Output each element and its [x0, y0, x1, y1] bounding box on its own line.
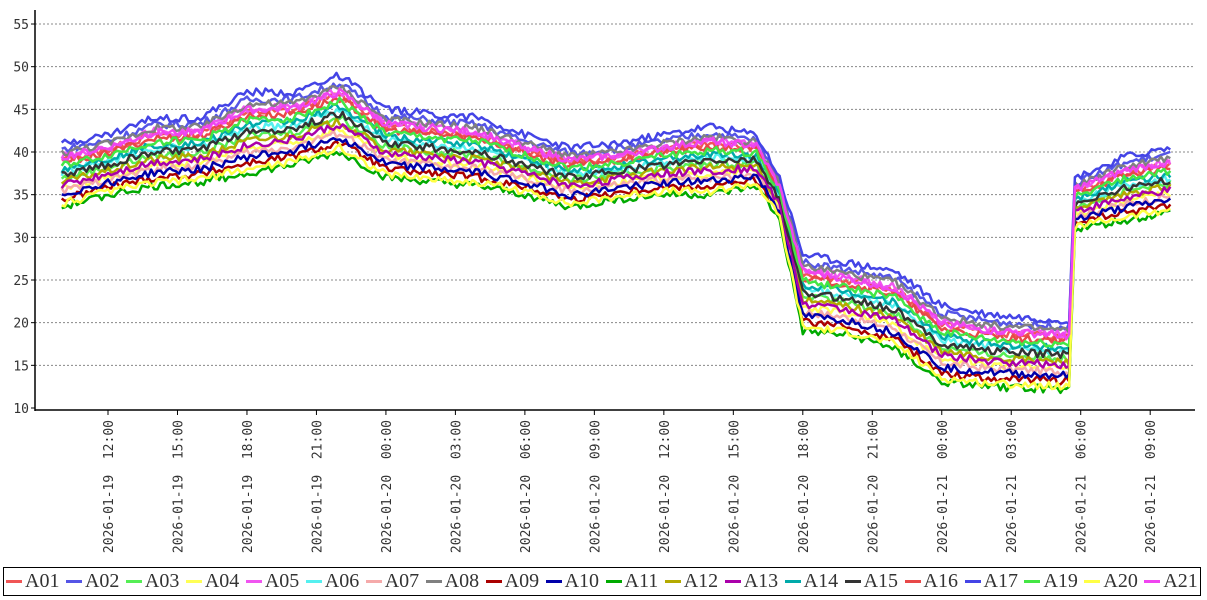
legend-label: A01 — [25, 570, 60, 592]
y-tick-label: 10 — [13, 402, 29, 417]
legend-swatch — [6, 580, 22, 583]
legend-swatch — [65, 580, 82, 583]
legend-label: A06 — [324, 570, 360, 592]
legend-swatch — [1084, 580, 1101, 583]
legend-item-a05: A05 — [245, 570, 300, 593]
series-line-a20 — [61, 142, 1172, 391]
legend-swatch — [485, 580, 502, 583]
x-tick-label: 2026-01-19 21:00 — [310, 420, 325, 553]
y-tick-label: 30 — [13, 231, 29, 246]
legend-item-a03: A03 — [125, 570, 180, 593]
legend-swatch — [365, 580, 382, 583]
y-tick-label: 35 — [13, 189, 29, 204]
series-line-a16 — [61, 97, 1171, 346]
legend-swatch — [545, 580, 562, 583]
legend-swatch — [605, 580, 622, 583]
series-line-a19 — [60, 96, 1172, 348]
legend-label: A02 — [84, 570, 120, 592]
legend-item-a19: A19 — [1024, 570, 1078, 593]
series-line-a05 — [60, 88, 1172, 339]
legend-item-a13: A13 — [724, 570, 779, 593]
x-tick-label: 2026-01-20 06:00 — [519, 420, 534, 553]
legend-swatch — [724, 580, 741, 583]
series-line-a15 — [61, 110, 1171, 360]
legend-label: A20 — [1103, 570, 1138, 592]
y-tick-label: 20 — [13, 317, 29, 332]
legend-label: A16 — [923, 570, 958, 592]
x-tick-label: 2026-01-20 12:00 — [658, 420, 673, 553]
y-tick-label: 55 — [13, 18, 29, 33]
legend-item-a11: A11 — [605, 570, 659, 593]
x-tick-label: 2026-01-20 15:00 — [727, 420, 742, 553]
y-tick-label: 25 — [13, 274, 29, 289]
legend-label: A17 — [983, 570, 1018, 592]
legend-label: A10 — [564, 570, 600, 592]
legend-label: A15 — [863, 570, 899, 592]
legend-item-a02: A02 — [65, 570, 120, 593]
legend-swatch — [1144, 580, 1161, 583]
legend-swatch — [784, 580, 801, 583]
legend-label: A04 — [204, 570, 240, 592]
legend-swatch — [964, 580, 981, 583]
x-tick-label: 2026-01-20 00:00 — [380, 420, 395, 553]
line-chart: 10 15 20 25 30 35 40 45 50 55 2026-01-19 12:00 2026… — [13, 10, 1195, 553]
legend-swatch — [904, 580, 921, 583]
legend-label: A05 — [264, 570, 300, 592]
legend-swatch — [664, 580, 681, 583]
legend: A01 A02 A03 A04 A05 A06 A07 A08 A09 A10 A11 A12 A13 A… — [3, 567, 1201, 596]
legend-swatch — [125, 580, 142, 583]
legend-label: A08 — [444, 570, 480, 592]
x-tick-label: 2026-01-20 18:00 — [797, 420, 812, 553]
series-line-a21 — [61, 87, 1171, 341]
legend-item-a20: A20 — [1084, 570, 1138, 593]
x-tick-label: 2026-01-21 00:00 — [936, 420, 951, 553]
x-tick-label: 2026-01-21 09:00 — [1144, 420, 1159, 553]
series-line-a17 — [60, 71, 1172, 325]
legend-item-a04: A04 — [185, 570, 240, 593]
legend-swatch — [1024, 580, 1041, 583]
legend-label: A11 — [624, 570, 659, 592]
legend-item-a06: A06 — [305, 570, 360, 593]
legend-label: A13 — [743, 570, 779, 592]
x-tick-label: 2026-01-19 12:00 — [102, 420, 117, 553]
series-line-a02 — [61, 82, 1171, 332]
y-tick-label: 15 — [13, 359, 29, 374]
legend-item-a16: A16 — [904, 570, 958, 593]
legend-item-a08: A08 — [425, 570, 480, 593]
legend-item-a10: A10 — [545, 570, 600, 593]
legend-item-a12: A12 — [664, 570, 719, 593]
series-line-a13 — [60, 123, 1172, 370]
y-tick-label: 40 — [13, 146, 29, 161]
legend-item-a17: A17 — [964, 570, 1018, 593]
y-tick-label: 50 — [13, 61, 29, 76]
legend-swatch — [185, 580, 202, 583]
legend-label: A12 — [683, 570, 719, 592]
legend-label: A21 — [1163, 570, 1198, 592]
legend-label: A19 — [1043, 570, 1078, 592]
x-tick-label: 2026-01-19 15:00 — [171, 420, 186, 553]
x-tick-label: 2026-01-20 03:00 — [449, 420, 464, 553]
x-tick-label: 2026-01-19 18:00 — [241, 420, 256, 553]
x-tick-label: 2026-01-20 21:00 — [866, 420, 881, 553]
legend-item-a09: A09 — [485, 570, 540, 593]
legend-swatch — [844, 580, 861, 583]
legend-item-a14: A14 — [784, 570, 839, 593]
legend-item-a15: A15 — [844, 570, 899, 593]
legend-label: A03 — [144, 570, 180, 592]
y-tick-label: 45 — [13, 103, 29, 118]
legend-item-a01: A01 — [6, 570, 59, 593]
x-tick-label: 2026-01-21 03:00 — [1005, 420, 1020, 553]
x-tick-label: 2026-01-20 09:00 — [588, 420, 603, 553]
legend-label: A14 — [803, 570, 839, 592]
legend-item-a07: A07 — [365, 570, 420, 593]
legend-item-a21: A21 — [1144, 570, 1198, 593]
legend-swatch — [305, 580, 322, 583]
legend-swatch — [425, 580, 442, 583]
series-line-a10 — [61, 136, 1172, 380]
legend-label: A09 — [504, 570, 540, 592]
series-line-a09 — [60, 139, 1172, 386]
x-tick-label: 2026-01-21 06:00 — [1075, 420, 1090, 553]
legend-swatch — [245, 580, 262, 583]
legend-label: A07 — [384, 570, 420, 592]
